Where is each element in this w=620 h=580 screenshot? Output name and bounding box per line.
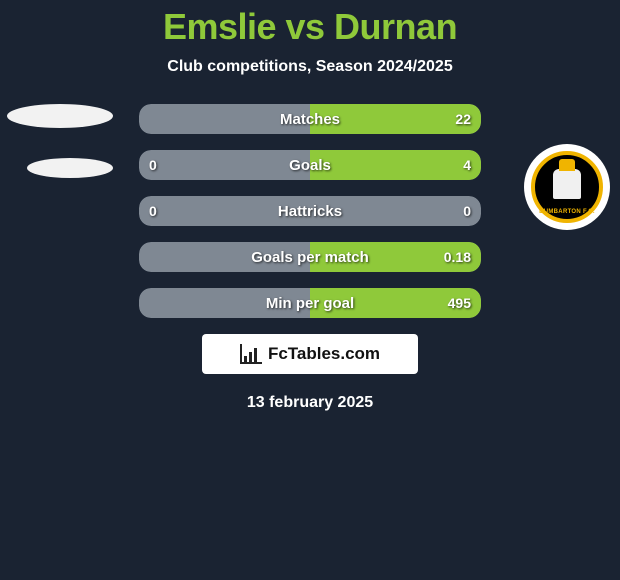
bar-right-fill: [310, 288, 481, 318]
bar-left-bg: [139, 196, 310, 226]
bar-right-fill: [310, 242, 481, 272]
subtitle: Club competitions, Season 2024/2025: [0, 58, 620, 76]
infographic-container: Emslie vs Durnan Club competitions, Seas…: [0, 0, 620, 580]
watermark-suffix: .com: [340, 344, 380, 363]
club-crest-inner: DUMBARTON F.C.: [531, 151, 603, 223]
bar-left-bg: [139, 242, 310, 272]
stat-row: Min per goal495: [139, 288, 481, 318]
stat-row: Goals04: [139, 150, 481, 180]
bar-right-bg: [310, 196, 481, 226]
stats-area: DUMBARTON F.C. Matches22 Goals04 Hattricks…: [0, 104, 620, 318]
stat-row: Matches22: [139, 104, 481, 134]
club-crest-text: DUMBARTON F.C.: [535, 209, 599, 215]
watermark: FcTables.com: [202, 334, 418, 374]
bar-right-fill: [310, 150, 481, 180]
bar-right-fill: [310, 104, 481, 134]
player-left-placeholder-2: [27, 158, 113, 178]
bar-left-bg: [139, 104, 310, 134]
watermark-brand: FcTables: [268, 344, 340, 363]
bar-left-bg: [139, 150, 310, 180]
club-crest-right: DUMBARTON F.C.: [524, 144, 610, 230]
watermark-text: FcTables.com: [268, 344, 380, 364]
stat-row: Hattricks00: [139, 196, 481, 226]
stat-rows: Matches22 Goals04 Hattricks00 Goals per mat…: [139, 104, 481, 318]
elephant-icon: [553, 169, 581, 199]
bar-left-bg: [139, 288, 310, 318]
barchart-icon: [240, 344, 262, 364]
date-text: 13 february 2025: [0, 394, 620, 412]
player-left-placeholder-1: [7, 104, 113, 128]
stat-row: Goals per match0.18: [139, 242, 481, 272]
page-title: Emslie vs Durnan: [0, 6, 620, 48]
